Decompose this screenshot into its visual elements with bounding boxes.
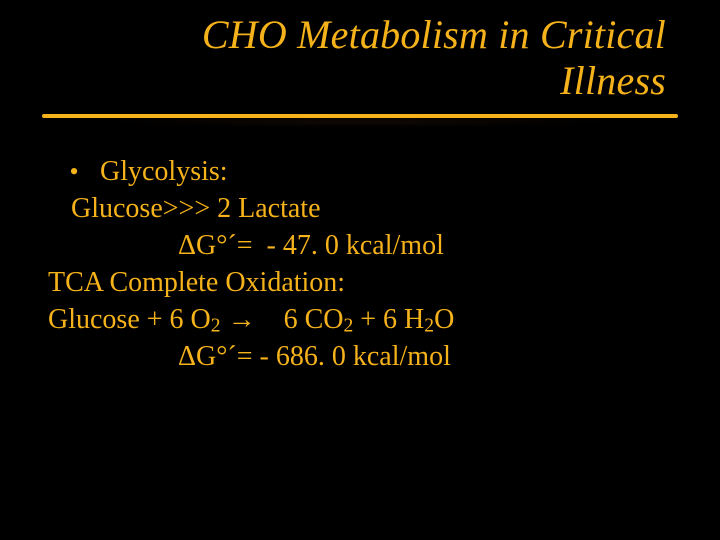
tca-h: + 6 H: [353, 304, 424, 335]
slide-title: CHO Metabolism in Critical Illness: [48, 12, 672, 104]
glycolysis-delta-g: ΔG°´= - 47. 0 kcal/mol: [48, 228, 672, 265]
bullet-item-1: • Glycolysis:: [48, 154, 672, 191]
slide: CHO Metabolism in Critical Illness • Gly…: [0, 0, 720, 540]
bullet-icon: •: [48, 155, 100, 189]
dg1-prefix: ΔG°´= -: [178, 230, 283, 261]
tca-left: Glucose + 6 O: [48, 304, 211, 335]
glycolysis-equation: Glucose>>> 2 Lactate: [48, 191, 672, 228]
tca-equation: Glucose + 6 O2 → 6 CO2 + 6 H2O: [48, 302, 672, 339]
dg2-value: 686. 0: [276, 341, 346, 372]
tca-delta-g: ΔG°´= - 686. 0 kcal/mol: [48, 339, 672, 376]
tca-o: O: [434, 304, 454, 335]
dg2-unit: kcal/mol: [346, 341, 451, 372]
dg1-unit: kcal/mol: [339, 230, 444, 261]
title-line-2: Illness: [560, 58, 666, 103]
tca-arrow: →: [221, 304, 284, 335]
tca-sub-o2: 2: [211, 315, 221, 336]
tca-co: 6 CO: [284, 304, 344, 335]
underline-shadow: [42, 120, 678, 128]
tca-label: TCA Complete Oxidation:: [48, 265, 672, 302]
dg2-prefix: ΔG°´= -: [178, 341, 276, 372]
underline-bar: [42, 114, 678, 118]
title-underline: [48, 114, 672, 132]
slide-body: • Glycolysis: Glucose>>> 2 Lactate ΔG°´=…: [48, 154, 672, 376]
glycolysis-label: Glycolysis:: [100, 154, 228, 191]
dg1-value: 47. 0: [283, 230, 339, 261]
tca-sub-co2: 2: [343, 315, 353, 336]
title-line-1: CHO Metabolism in Critical: [202, 12, 666, 57]
tca-sub-h2: 2: [424, 315, 434, 336]
